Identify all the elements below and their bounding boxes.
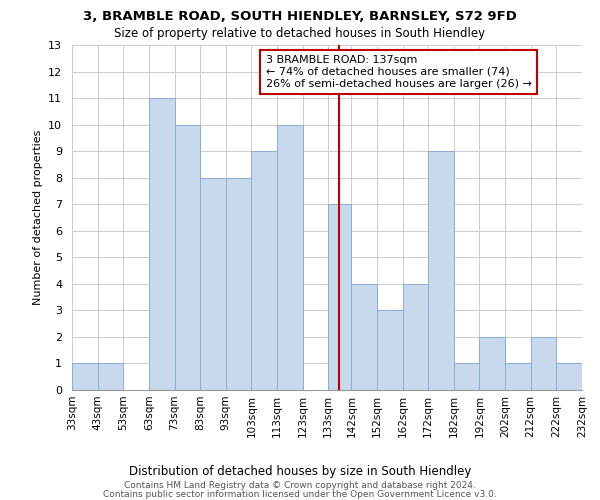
Bar bbox=[454, 364, 479, 390]
Text: 3, BRAMBLE ROAD, SOUTH HIENDLEY, BARNSLEY, S72 9FD: 3, BRAMBLE ROAD, SOUTH HIENDLEY, BARNSLE… bbox=[83, 10, 517, 23]
Bar bbox=[251, 151, 277, 390]
Y-axis label: Number of detached properties: Number of detached properties bbox=[32, 130, 43, 305]
Bar bbox=[277, 124, 302, 390]
Bar bbox=[377, 310, 403, 390]
Text: Contains public sector information licensed under the Open Government Licence v3: Contains public sector information licen… bbox=[103, 490, 497, 499]
Bar bbox=[556, 364, 582, 390]
Bar bbox=[428, 151, 454, 390]
Bar bbox=[98, 364, 123, 390]
Text: Distribution of detached houses by size in South Hiendley: Distribution of detached houses by size … bbox=[129, 465, 471, 478]
Bar bbox=[200, 178, 226, 390]
Bar bbox=[479, 337, 505, 390]
Bar bbox=[328, 204, 352, 390]
Bar bbox=[149, 98, 175, 390]
Bar bbox=[403, 284, 428, 390]
Text: Size of property relative to detached houses in South Hiendley: Size of property relative to detached ho… bbox=[115, 28, 485, 40]
Bar bbox=[72, 364, 98, 390]
Bar bbox=[175, 124, 200, 390]
Text: Contains HM Land Registry data © Crown copyright and database right 2024.: Contains HM Land Registry data © Crown c… bbox=[124, 481, 476, 490]
Bar bbox=[505, 364, 531, 390]
Bar bbox=[352, 284, 377, 390]
Bar bbox=[226, 178, 251, 390]
Text: 3 BRAMBLE ROAD: 137sqm
← 74% of detached houses are smaller (74)
26% of semi-det: 3 BRAMBLE ROAD: 137sqm ← 74% of detached… bbox=[266, 56, 532, 88]
Bar bbox=[531, 337, 556, 390]
